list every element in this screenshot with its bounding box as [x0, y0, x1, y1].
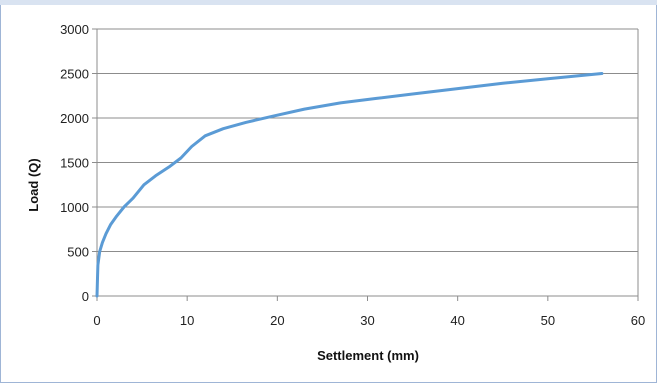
y-tick-label: 1000	[60, 200, 89, 215]
x-tick-label: 60	[631, 313, 645, 328]
x-tick-labels: 0 10 20 30 40 50 60	[93, 313, 645, 328]
series-line-0	[97, 74, 602, 297]
y-tick-label: 500	[67, 245, 89, 260]
y-tick-label: 0	[82, 289, 89, 304]
gridlines	[97, 29, 638, 296]
x-tick-label: 40	[450, 313, 464, 328]
y-tick-labels: 0 500 1000 1500 2000 2500 3000	[60, 22, 89, 304]
y-tick-label: 2500	[60, 67, 89, 82]
series-layer	[97, 74, 602, 297]
y-tick-label: 1500	[60, 156, 89, 171]
x-tick-label: 10	[180, 313, 194, 328]
x-axis-title: Settlement (mm)	[317, 348, 419, 363]
y-tick-label: 2000	[60, 111, 89, 126]
y-tick-label: 3000	[60, 22, 89, 37]
x-tick-label: 20	[270, 313, 284, 328]
x-tick-label: 50	[541, 313, 555, 328]
y-axis-title: Load (Q)	[26, 158, 41, 211]
x-tick-label: 0	[93, 313, 100, 328]
x-tick-label: 30	[360, 313, 374, 328]
